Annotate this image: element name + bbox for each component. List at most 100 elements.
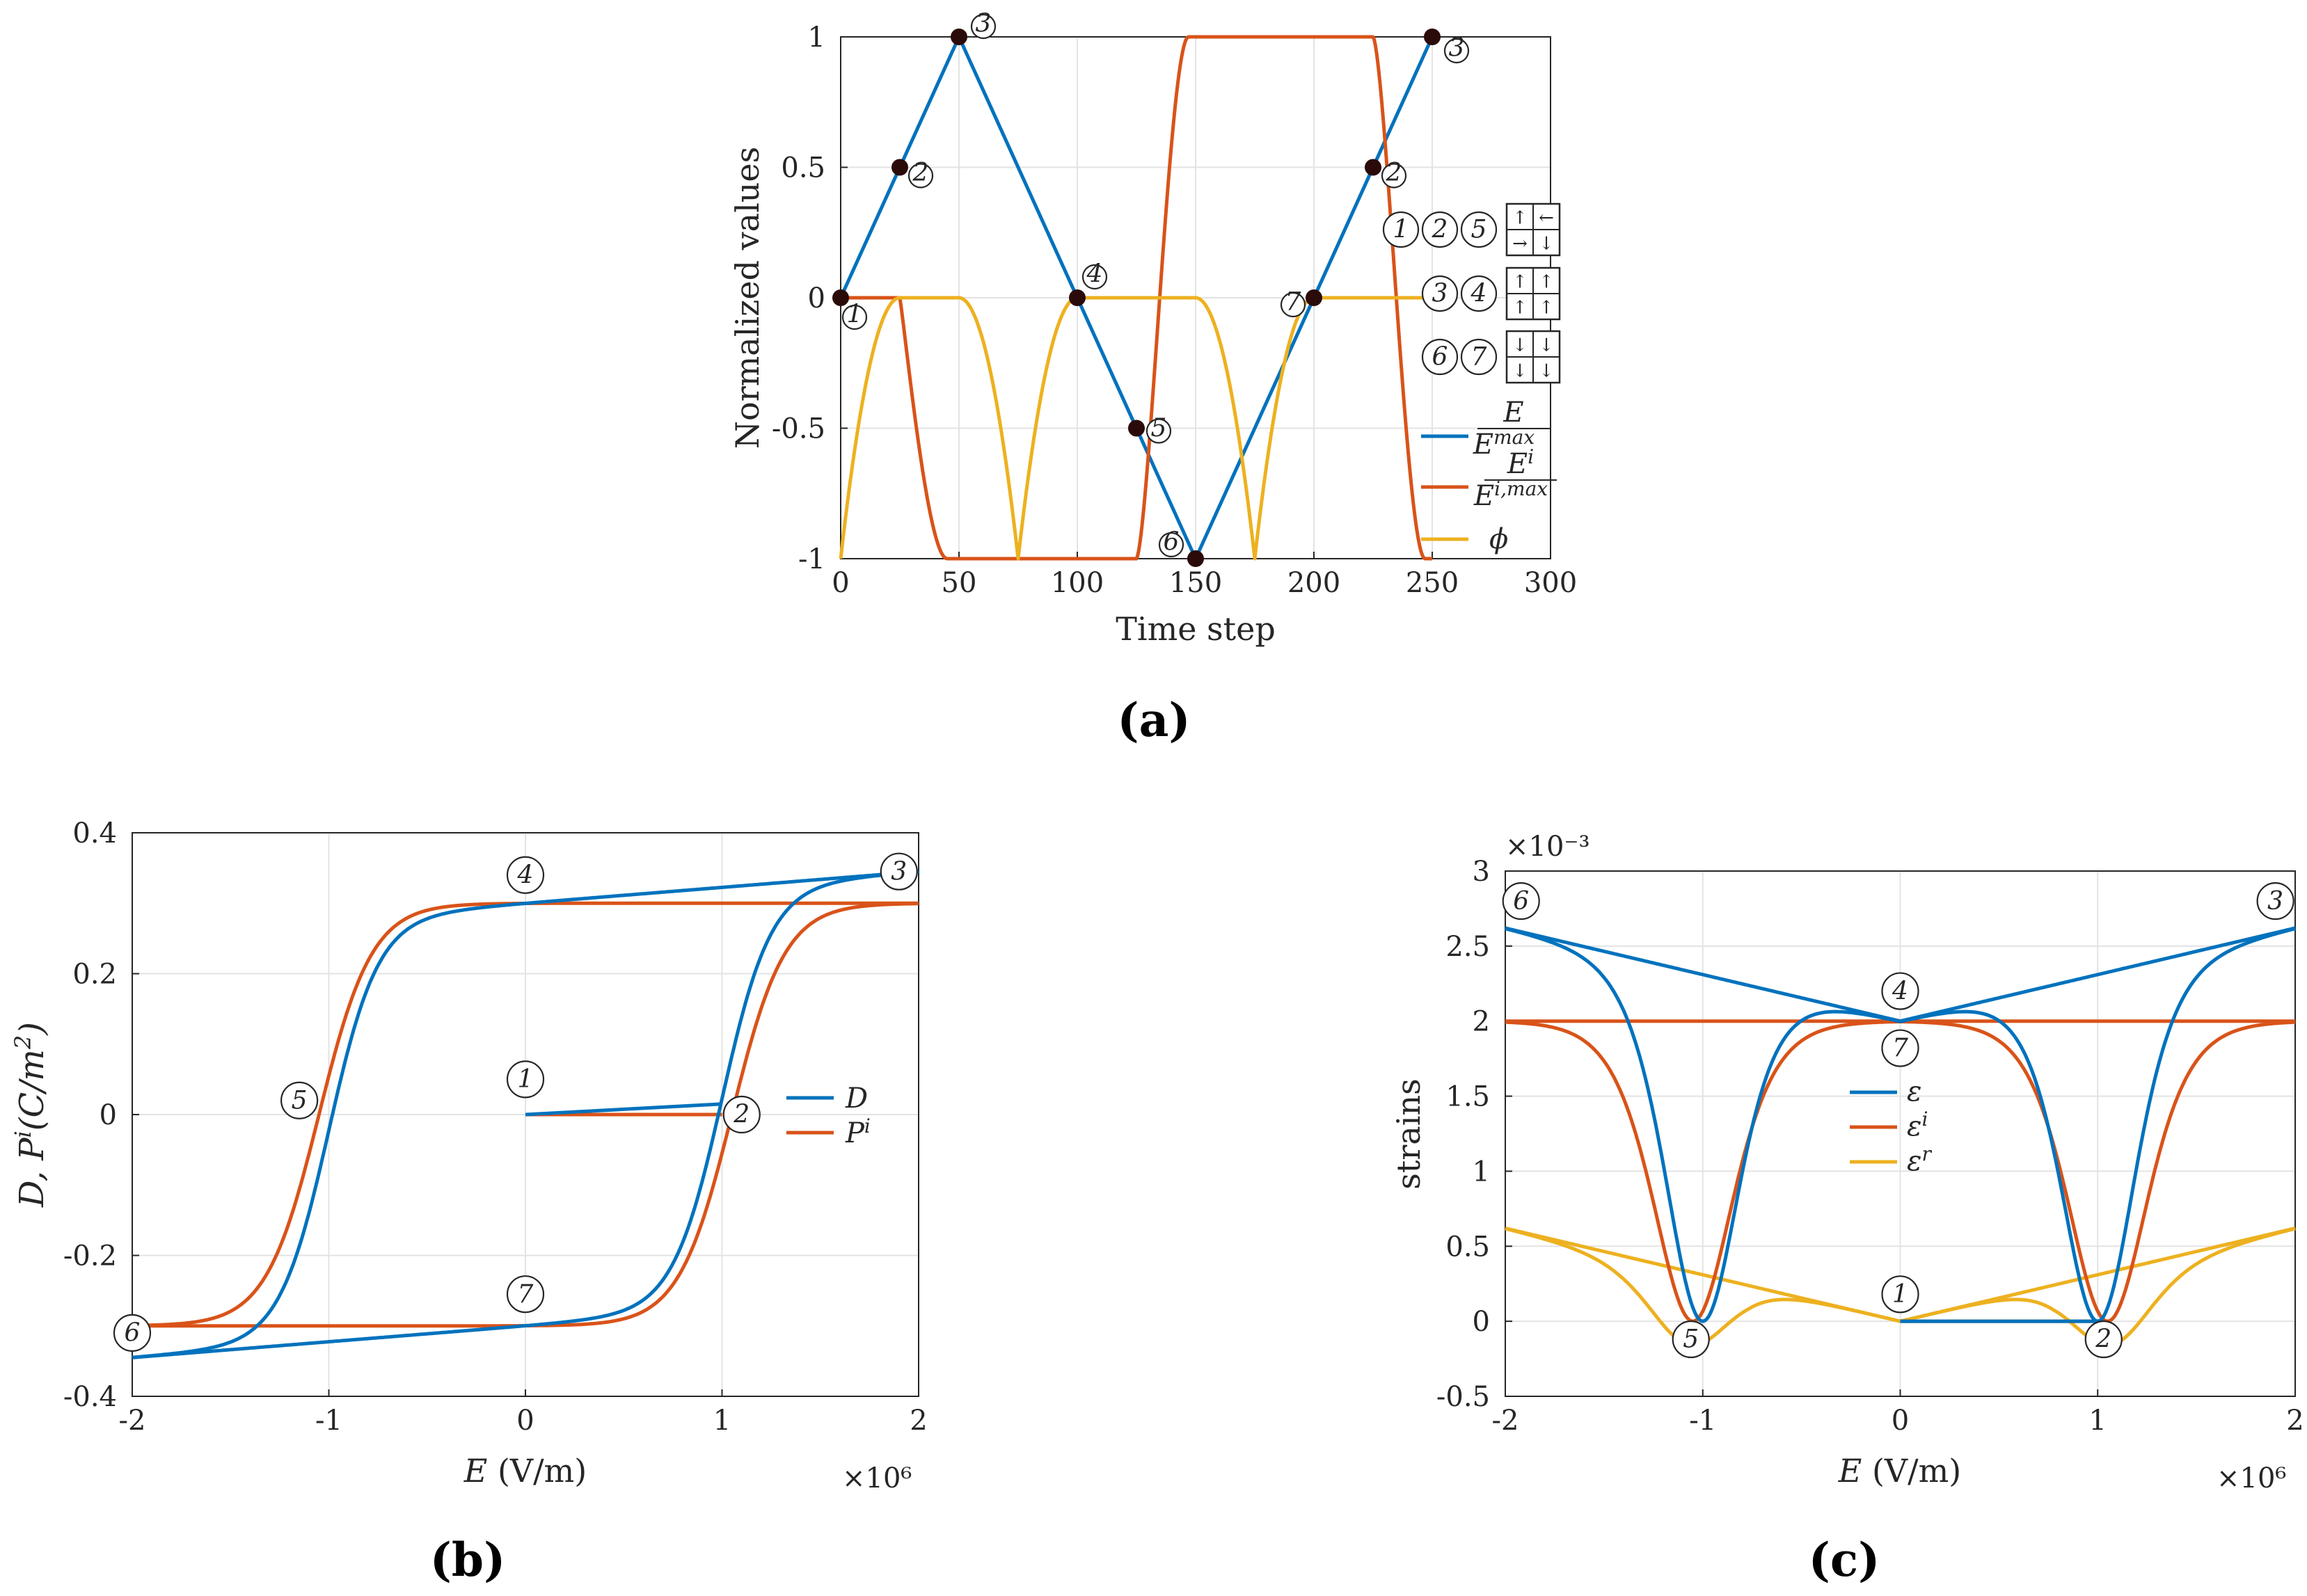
state-point-label-circle	[2256, 882, 2294, 920]
legend-text-1-den: Ei,max	[1473, 477, 1548, 512]
state-point-label-circle	[1881, 1275, 1919, 1314]
panel-a-domain-legend: 1 2 5 ↑ ← → ↓ 3 4 ↑ ↑ ↑ ↑ 6 7 ↓ ↓ ↓ ↓	[1382, 202, 1561, 384]
domain-arrow-icon: ↑	[1512, 208, 1528, 229]
domain-state-label-text: 1	[1393, 215, 1409, 244]
domain-state-label: 6	[1421, 338, 1459, 376]
c-ytick-label: 0	[1473, 1306, 1490, 1338]
panel-b-x-exponent: ×10⁶	[842, 1462, 912, 1494]
series-d-initial	[525, 1102, 722, 1117]
legend-text-1: εi	[1907, 1108, 1928, 1142]
domain-state-label: 5	[1460, 211, 1498, 248]
panel-b-ylabel: D, Pi(C/m2)	[10, 1022, 51, 1208]
state-point-label-circle	[1502, 882, 1540, 920]
domain-arrow-icon: ↓	[1512, 361, 1528, 382]
state-marker-dot	[1424, 29, 1441, 45]
state-marker-dot	[1306, 289, 1322, 306]
state-point-label: 3	[2256, 882, 2294, 920]
legend-text-0: D	[845, 1083, 868, 1115]
state-marker-label-text: 7	[1285, 288, 1301, 317]
panel-b-xlabel: E (V/m)	[463, 1452, 587, 1490]
state-marker-label-circle	[1280, 292, 1306, 318]
a-xtick-label: 0	[832, 567, 849, 599]
legend-text-2: ϕ	[1489, 523, 1508, 555]
state-point-label: 3	[880, 852, 918, 891]
state-marker-label: 3	[1443, 34, 1470, 64]
a-xtick-label: 300	[1524, 567, 1577, 599]
c-xtick-label: 2	[2286, 1405, 2304, 1437]
b-ytick-label: 0	[100, 1099, 117, 1131]
panel-b-legend: DPi	[786, 1083, 871, 1149]
state-marker-label-circle	[1381, 163, 1407, 189]
state-point-label-circle	[113, 1314, 152, 1352]
state-marker-label: 1	[841, 301, 868, 330]
b-xtick-label: 2	[910, 1405, 927, 1437]
state-point-label-text: 7	[518, 1280, 534, 1309]
state-marker-dot	[1365, 159, 1381, 176]
a-ytick-label: 0	[808, 282, 825, 314]
state-marker-label: 3	[970, 10, 997, 40]
domain-state-label-circle	[1421, 211, 1459, 248]
legend-text-1-num: Ei	[1507, 445, 1534, 480]
a-ytick-label: -0.5	[772, 413, 825, 445]
domain-state-label-text: 3	[1432, 279, 1448, 308]
state-marker-label: 2	[1381, 159, 1407, 189]
domain-arrow-icon: ↑	[1539, 298, 1554, 319]
c-ytick-label: 3	[1473, 856, 1490, 888]
panel-a-xlabel: Time step	[1116, 610, 1276, 648]
state-marker-label-text: 4	[1086, 260, 1103, 289]
state-point-label-circle	[506, 1060, 545, 1099]
c-ytick-label: -0.5	[1436, 1381, 1490, 1413]
state-point-label-circle	[506, 856, 545, 894]
domain-state-label-text: 7	[1471, 342, 1487, 371]
panel-a-ylabel: Normalized values	[729, 147, 766, 449]
series-d-descending	[132, 870, 919, 1359]
state-point-label-text: 4	[1892, 977, 1908, 1005]
state-point-label-circle	[280, 1081, 319, 1119]
panel-c-chart: -2 -1 0 1 2 -0.5 0 0.5 1 1.5 2 2.5 3 1 2 3 4 5 6 7 E (V/m)…	[1390, 831, 2304, 1494]
series-d-ascending	[132, 870, 919, 1359]
domain-state-label-circle	[1460, 275, 1498, 312]
state-point-label-text: 6	[125, 1319, 141, 1348]
domain-arrow-icon: ←	[1539, 208, 1554, 229]
b-xtick-label: 0	[516, 1405, 534, 1437]
series-epsilon-saturated	[1505, 926, 2296, 1023]
state-point-label: 1	[1881, 1275, 1919, 1314]
state-marker-label: 5	[1145, 414, 1172, 444]
state-marker-label-text: 5	[1151, 414, 1167, 442]
domain-state-label-circle	[1421, 338, 1459, 376]
series-ei-normalized	[840, 35, 1433, 561]
legend-text-2: εr	[1907, 1142, 1932, 1177]
domain-state-label-circle	[1460, 211, 1498, 248]
state-marker-label-text: 3	[1449, 34, 1465, 63]
domain-state-label: 3	[1421, 275, 1459, 312]
c-ytick-label: 1	[1473, 1156, 1490, 1188]
state-point-label: 7	[506, 1275, 545, 1314]
state-point-label-circle	[2084, 1320, 2123, 1359]
state-marker-label-text: 2	[1386, 159, 1402, 187]
state-point-label-circle	[1881, 1029, 1919, 1067]
state-marker-label: 7	[1280, 288, 1306, 318]
state-marker-dot	[1187, 550, 1204, 567]
state-point-label: 5	[1672, 1320, 1710, 1359]
panel-b-chart: -2 -1 0 1 2 -0.4 -0.2 0 0.2 0.4 1 2 3 4 5 6 7 E (V/m) ×…	[10, 817, 928, 1494]
state-marker-label-circle	[1081, 264, 1108, 290]
c-xtick-label: -2	[1492, 1405, 1519, 1437]
state-marker-label: 2	[907, 159, 934, 189]
domain-state-label-text: 5	[1471, 215, 1487, 244]
state-marker-label-circle	[841, 304, 868, 330]
state-point-label: 6	[113, 1314, 152, 1352]
series-phi	[839, 296, 1433, 561]
state-marker-label-circle	[1145, 418, 1172, 444]
state-marker-label-text: 3	[976, 10, 992, 38]
domain-arrow-icon: ↑	[1512, 272, 1528, 293]
state-point-label-text: 1	[518, 1065, 534, 1094]
c-xtick-label: 1	[2089, 1405, 2107, 1437]
b-xtick-label: 1	[713, 1405, 731, 1437]
state-marker-label-circle	[1158, 532, 1184, 558]
state-point-label-circle	[506, 1275, 545, 1314]
domain-arrow-icon: ↓	[1539, 335, 1554, 356]
domain-state-label: 1	[1382, 211, 1420, 248]
state-point-label-circle	[1881, 972, 1919, 1010]
